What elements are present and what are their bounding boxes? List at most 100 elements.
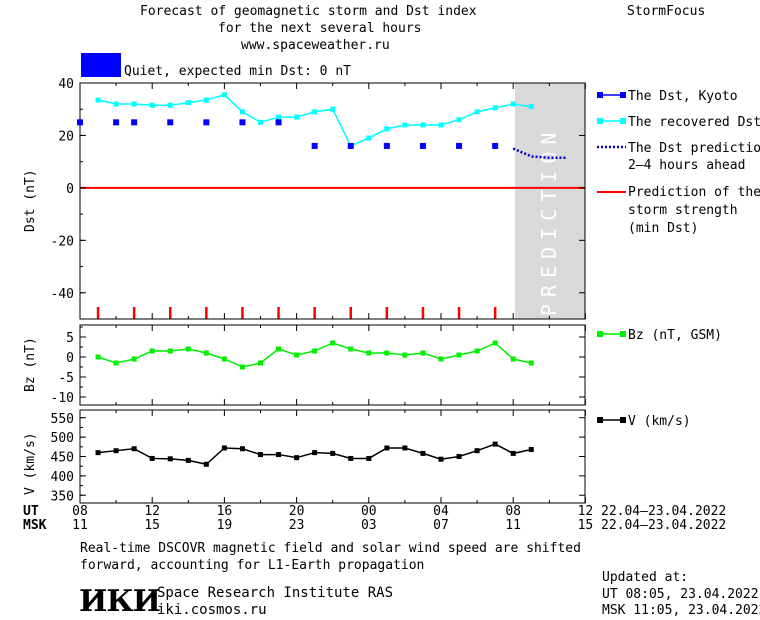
institute-name: Space Research Institute RAS: [157, 585, 394, 601]
prediction-region: [515, 83, 585, 319]
msk-tick-label: 23: [289, 518, 305, 533]
v-frame: [79, 409, 586, 504]
recovered-dst-point: [330, 106, 336, 112]
dst-kyoto-point: [456, 142, 463, 149]
v-point: [131, 446, 137, 452]
v-point: [95, 450, 101, 456]
updated-ut: UT 08:05, 23.04.2022: [602, 587, 759, 602]
recovered-dst-point: [528, 104, 534, 110]
msk-tick-label: 07: [433, 518, 449, 533]
v-point: [528, 447, 534, 453]
bz-point: [167, 348, 173, 354]
dst-kyoto-point: [492, 142, 499, 149]
recovered-dst-point: [258, 119, 263, 125]
ut-tick-label: 04: [433, 504, 449, 519]
bz-point: [528, 360, 534, 366]
dst-series: [77, 92, 568, 159]
ut-tick-label: 08: [505, 504, 521, 519]
v-point: [294, 455, 300, 461]
legend-dst-kyoto: The Dst, Kyoto: [628, 89, 738, 104]
recovered-dst-point: [420, 122, 426, 128]
v-point: [276, 452, 282, 458]
updated-msk: MSK 11:05, 23.04.2022: [602, 603, 760, 618]
v-panel: 350 400 450 500 550 V (km/s): [23, 409, 586, 504]
recovered-dst-point: [312, 109, 318, 115]
bz-point: [456, 352, 462, 358]
v-point: [384, 445, 390, 451]
dst-panel: PREDICTION -40 -20 0 20 40 Dst (nT): [23, 77, 586, 320]
dst-y-label: Dst (nT): [23, 169, 38, 232]
legend-bz: Bz (nT, GSM): [628, 328, 722, 343]
msk-tick-label: 11: [505, 518, 521, 533]
recovered-dst-point: [221, 92, 227, 98]
v-point: [402, 445, 408, 451]
recovered-dst-point: [402, 122, 408, 128]
brand-name: StormFocus: [627, 4, 706, 19]
bz-point: [366, 350, 372, 356]
recovered-dst-point: [113, 101, 119, 107]
recovered-dst-point: [149, 102, 155, 108]
bz-point: [510, 356, 516, 362]
legend-v: V (km/s): [628, 414, 691, 429]
dst-kyoto-point: [203, 119, 210, 126]
legend-dst-kyoto-marker: [620, 92, 626, 98]
recovered-dst-line: [97, 93, 532, 147]
bz-series: [95, 340, 534, 370]
time-marker-ticks: [96, 307, 497, 319]
dst-kyoto-point: [275, 119, 282, 126]
dst-kyoto-point: [419, 142, 426, 149]
y-tick-label: -5: [58, 371, 74, 386]
footer-note-line2: forward, accounting for L1-Earth propaga…: [80, 558, 425, 573]
source-url[interactable]: www.spaceweather.ru: [241, 38, 390, 53]
ut-tick-label: 00: [361, 504, 377, 519]
time-tick-labels: 08 12 16 20 00 04 08 12 11 15 19 23 03 07 11 15: [72, 504, 593, 533]
chart-title-line2: for the next several hours: [218, 21, 422, 36]
ut-date: 22.04–23.04.2022: [601, 504, 726, 519]
v-point: [203, 461, 209, 467]
msk-date: 22.04–23.04.2022: [601, 518, 726, 533]
v-point: [510, 450, 516, 456]
v-point: [258, 452, 263, 458]
legend: The Dst, Kyoto The recovered Dst The Dst…: [597, 89, 760, 429]
legend-v-marker: [597, 417, 603, 423]
recovered-dst-point: [203, 97, 209, 103]
ut-tick-label: 08: [72, 504, 88, 519]
recovered-dst-point: [185, 100, 191, 106]
legend-bz-marker: [597, 331, 603, 337]
dst-kyoto-point: [131, 119, 138, 126]
recovered-dst-point: [456, 117, 462, 123]
status-color-box: [81, 53, 121, 77]
msk-tick-label: 15: [578, 518, 594, 533]
dst-kyoto-point: [383, 142, 390, 149]
recovered-dst-point: [239, 109, 245, 115]
ut-tick-label: 16: [217, 504, 233, 519]
institute-site[interactable]: iki.cosmos.ru: [157, 602, 267, 618]
legend-recovered: The recovered Dst: [628, 115, 760, 130]
bz-point: [384, 350, 390, 356]
legend-strength-line2: storm strength: [628, 203, 738, 218]
legend-prediction-line2: 2–4 hours ahead: [628, 158, 745, 173]
v-point: [330, 450, 336, 456]
bz-point: [185, 346, 191, 352]
bz-point: [420, 350, 426, 356]
bz-point: [294, 352, 300, 358]
v-point: [366, 455, 372, 461]
bz-point: [330, 340, 336, 346]
legend-recovered-marker: [620, 118, 626, 124]
dst-kyoto-point: [113, 119, 120, 126]
ut-tick-label: 12: [578, 504, 594, 519]
msk-tick-label: 15: [144, 518, 160, 533]
bz-point: [131, 356, 137, 362]
v-point: [312, 450, 318, 456]
recovered-dst-point: [510, 101, 516, 107]
bz-point: [492, 340, 498, 346]
bz-point: [438, 356, 444, 362]
y-tick-label: -20: [51, 234, 74, 249]
ut-label: UT: [23, 504, 39, 519]
legend-prediction-line1: The Dst prediction: [628, 141, 760, 156]
bz-point: [113, 360, 119, 366]
y-tick-label: 450: [51, 451, 74, 466]
bz-panel: -10 -5 0 5 Bz (nT): [23, 324, 586, 406]
updated-label: Updated at:: [602, 570, 689, 585]
